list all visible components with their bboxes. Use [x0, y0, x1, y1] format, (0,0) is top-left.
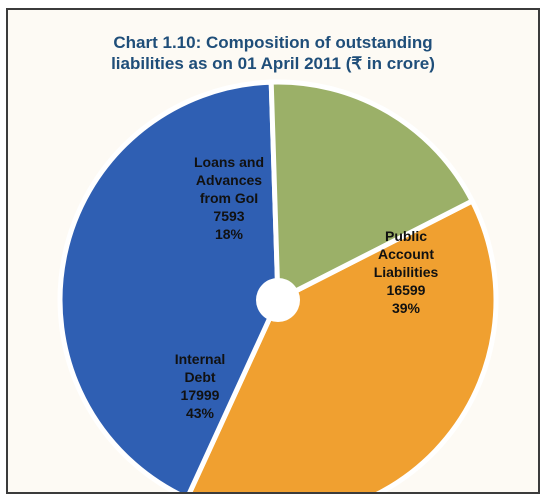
slice-label-line: Internal: [175, 351, 226, 367]
pie-slice-1: [187, 198, 499, 492]
slice-label-line: Loans and: [194, 154, 264, 170]
slice-label-line: Debt: [184, 369, 215, 385]
pie-slice-2: [57, 79, 281, 492]
slice-label-line: Account: [378, 246, 434, 262]
pie-slices: [57, 79, 499, 492]
slice-value-label: 17999: [181, 387, 220, 403]
chart-title: Chart 1.10: Composition of outstanding l…: [8, 32, 538, 74]
pie-labels: Public Account Liabilities 16599 39% Internal…: [175, 154, 439, 421]
pie-slice-3: [268, 79, 475, 303]
chart-frame: Chart 1.10: Composition of outstanding l…: [6, 8, 540, 494]
chart-title-line-2: liabilities as on 01 April 2011 (₹ in cr…: [111, 54, 435, 73]
slice-label-line: Advances: [196, 172, 262, 188]
slice-label-line: from GoI: [200, 190, 258, 206]
slice-percent-label: 39%: [392, 300, 421, 316]
pie-center-hole: [256, 278, 300, 322]
pie-chart: Public Account Liabilities 16599 39% Internal…: [57, 79, 499, 492]
slice-label-2: Internal Debt 17999 43%: [175, 351, 226, 421]
slice-percent-label: 43%: [186, 405, 215, 421]
slice-label-line: Public: [385, 228, 427, 244]
slice-percent-label: 18%: [215, 226, 244, 242]
slice-label-3: Loans and Advances from GoI 7593 18%: [194, 154, 264, 242]
slice-label-1: Public Account Liabilities 16599 39%: [374, 228, 439, 316]
chart-title-line-1: Chart 1.10: Composition of outstanding: [113, 33, 433, 52]
slice-value-label: 7593: [213, 208, 244, 224]
slice-value-label: 16599: [387, 282, 426, 298]
slice-label-line: Liabilities: [374, 264, 439, 280]
